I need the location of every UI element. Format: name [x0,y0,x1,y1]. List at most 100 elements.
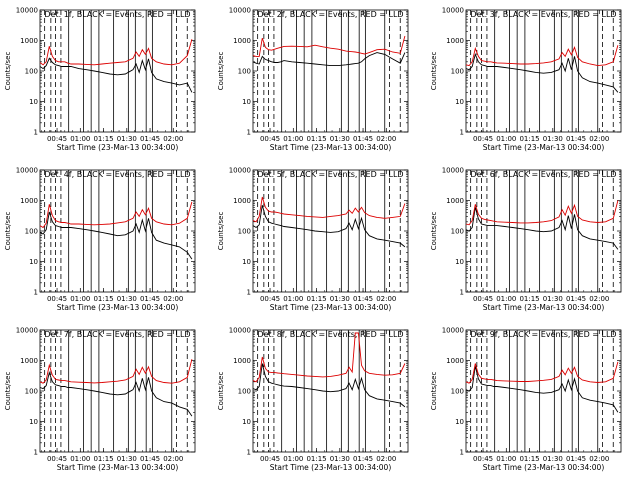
y-tick-label: 10 [242,418,251,426]
y-tick-label: 10000 [16,327,38,335]
x-axis-label: Start Time (23-Mar-13 00:34:00) [270,463,392,472]
events-series-line [39,370,193,417]
chart-panel-6: Det. 6f, BLACK = Events, RED = LLD 1 10 100… [430,167,622,312]
x-tick-label: 01:15 [93,135,113,143]
y-tick-label: 1000 [446,357,464,365]
events-series-line [39,211,193,260]
x-tick-label: 02:00 [376,455,396,463]
x-axis-label: Start Time (23-Mar-13 00:34:00) [57,143,179,152]
y-tick-label: 10000 [16,167,38,175]
chart-panel-9: Det. 9f, BLACK = Events, RED = LLD 1 10 100… [430,327,622,472]
events-series-line [465,52,619,93]
y-tick-label: 1 [34,129,38,137]
y-tick-label: 1 [34,449,38,457]
x-axis-label: Start Time (23-Mar-13 00:34:00) [57,303,179,312]
plot-title: Det. 4f, BLACK = Events, RED = LLD [44,170,190,179]
y-axis-label: Counts/sec [4,212,12,251]
y-tick-label: 1000 [446,197,464,205]
x-tick-label: 01:00 [496,295,516,303]
x-tick-label: 01:15 [93,455,113,463]
y-tick-label: 1 [460,449,464,457]
lld-series-line [252,332,406,383]
y-tick-label: 10000 [229,167,251,175]
y-tick-label: 10000 [442,327,464,335]
plot-title: Det. 6f, BLACK = Events, RED = LLD [470,170,616,179]
y-tick-label: 100 [238,388,251,396]
x-axis-label: Start Time (23-Mar-13 00:34:00) [483,463,605,472]
x-tick-label: 01:30 [330,295,350,303]
y-tick-label: 10 [29,98,38,106]
x-tick-label: 02:00 [589,295,609,303]
x-tick-label: 00:45 [47,295,67,303]
x-tick-label: 01:00 [283,135,303,143]
x-tick-label: 02:00 [163,455,183,463]
x-tick-label: 01:45 [566,455,586,463]
y-tick-label: 10000 [442,7,464,15]
plot-title: Det. 5f, BLACK = Events, RED = LLD [257,170,403,179]
lld-series-line [465,45,619,67]
y-tick-label: 10000 [229,7,251,15]
x-tick-label: 00:45 [260,455,280,463]
y-tick-label: 100 [238,228,251,236]
lld-series-line [39,359,193,384]
y-axis-label: Counts/sec [217,52,225,91]
y-tick-label: 10000 [442,167,464,175]
y-tick-label: 10 [455,258,464,266]
x-tick-label: 01:30 [117,135,137,143]
x-axis-label: Start Time (23-Mar-13 00:34:00) [57,463,179,472]
x-tick-label: 01:15 [93,295,113,303]
x-tick-label: 00:45 [260,295,280,303]
x-axis-label: Start Time (23-Mar-13 00:34:00) [270,143,392,152]
x-tick-label: 01:45 [566,135,586,143]
x-tick-label: 01:45 [140,295,160,303]
x-tick-label: 01:15 [519,295,539,303]
x-tick-label: 01:15 [306,455,326,463]
y-tick-label: 100 [451,228,464,236]
events-series-line [39,57,193,93]
lld-series-line [39,201,193,229]
x-tick-label: 01:45 [140,135,160,143]
x-tick-label: 01:30 [117,295,137,303]
y-tick-label: 10 [242,98,251,106]
y-tick-label: 10000 [229,327,251,335]
x-tick-label: 00:45 [473,455,493,463]
y-tick-label: 10 [242,258,251,266]
chart-panel-3: Det. 3f, BLACK = Events, RED = LLD 1 10 100… [430,7,622,152]
y-axis-label: Counts/sec [430,212,438,251]
x-tick-label: 01:45 [353,135,373,143]
events-series-line [465,207,619,250]
y-axis-label: Counts/sec [217,372,225,411]
lld-series-line [465,200,619,226]
y-tick-label: 1000 [446,37,464,45]
x-tick-label: 02:00 [376,295,396,303]
x-tick-label: 01:00 [70,455,90,463]
y-tick-label: 1 [460,129,464,137]
plot-title: Det. 7f, BLACK = Events, RED = LLD [44,330,190,339]
x-tick-label: 00:45 [473,295,493,303]
x-tick-label: 01:15 [519,135,539,143]
x-tick-label: 02:00 [163,135,183,143]
y-tick-label: 10 [29,258,38,266]
x-tick-label: 01:45 [353,295,373,303]
x-tick-label: 00:45 [47,135,67,143]
x-axis-label: Start Time (23-Mar-13 00:34:00) [270,303,392,312]
y-tick-label: 1 [460,289,464,297]
y-tick-label: 1000 [233,357,251,365]
x-tick-label: 01:30 [117,455,137,463]
events-series-line [465,366,619,413]
chart-panel-1: Det. 1f, BLACK = Events, RED = LLD 1 10 100… [4,7,196,152]
y-tick-label: 1000 [233,197,251,205]
y-tick-label: 10 [455,98,464,106]
lld-series-line [39,39,193,66]
y-tick-label: 100 [451,388,464,396]
chart-panel-2: Det. 2f, BLACK = Events, RED = LLD 1 10 100… [217,7,409,152]
x-tick-label: 01:00 [70,135,90,143]
plot-title: Det. 2f, BLACK = Events, RED = LLD [257,10,403,19]
y-tick-label: 1 [247,449,251,457]
y-tick-label: 1000 [20,357,38,365]
x-tick-label: 01:30 [543,135,563,143]
lld-series-line [252,35,406,57]
y-axis-label: Counts/sec [430,372,438,411]
plot-title: Det. 3f, BLACK = Events, RED = LLD [470,10,616,19]
